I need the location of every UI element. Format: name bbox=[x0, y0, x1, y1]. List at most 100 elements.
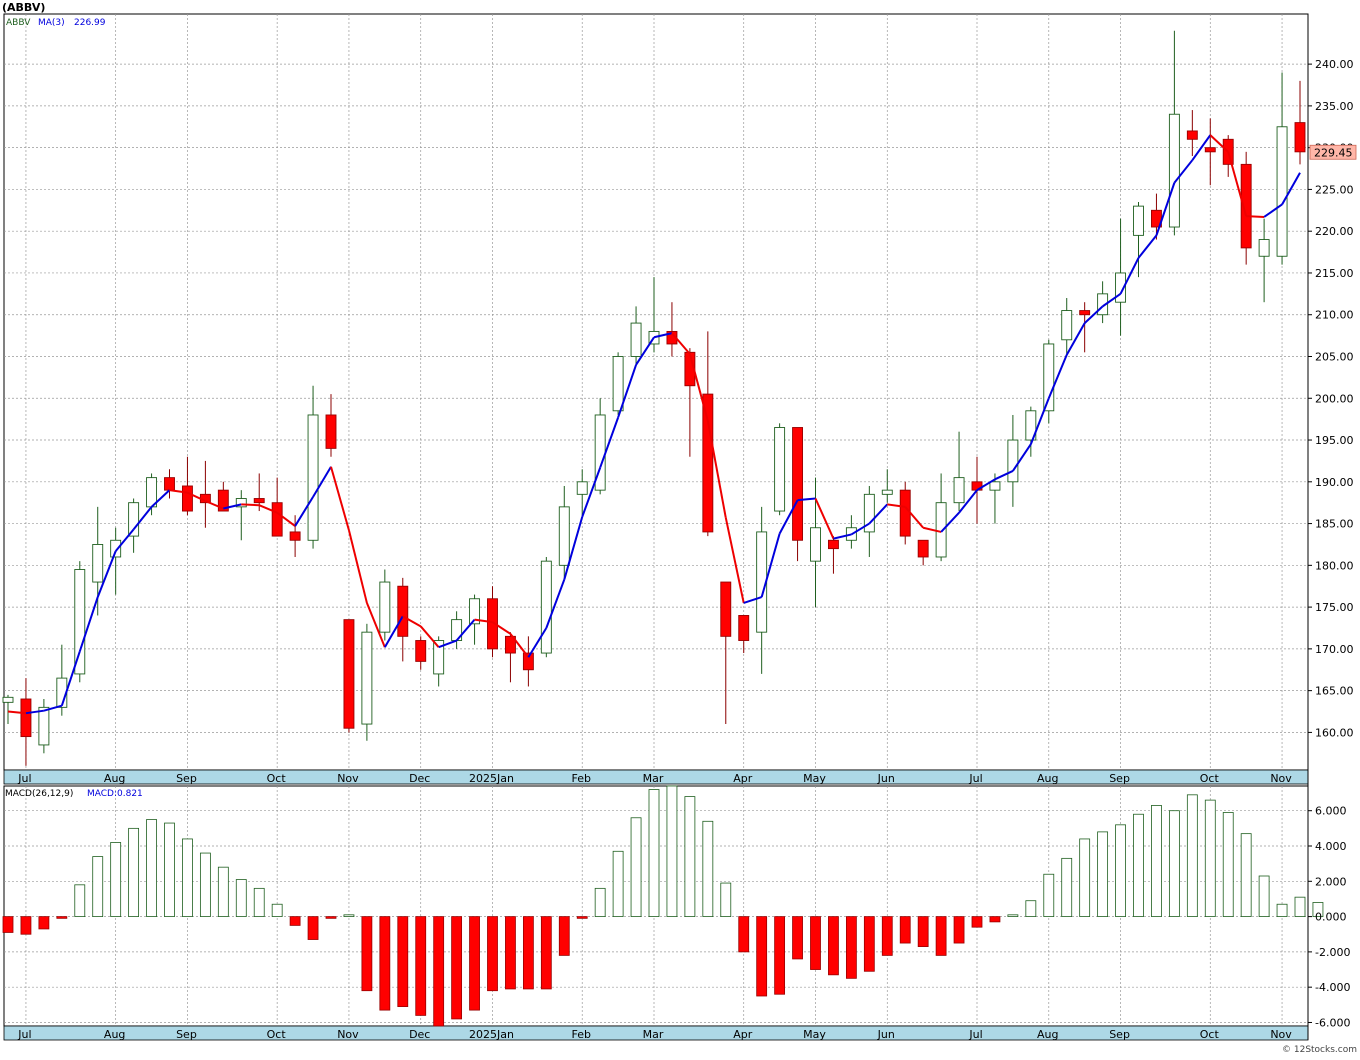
ma-segment bbox=[527, 627, 548, 658]
macd-bar bbox=[56, 916, 68, 919]
macd-bar bbox=[1204, 799, 1216, 917]
ma-segment bbox=[581, 467, 602, 518]
macd-bar bbox=[217, 866, 229, 917]
macd-bar bbox=[1115, 824, 1126, 917]
candle-body bbox=[1043, 343, 1055, 412]
ma-segment bbox=[419, 625, 440, 648]
legend-symbol: ABBV bbox=[6, 18, 31, 28]
ma-segment bbox=[1281, 172, 1301, 205]
macd-tick-label: -4.000 bbox=[1315, 981, 1350, 994]
ma-segment bbox=[132, 506, 153, 531]
ma-segment bbox=[312, 466, 332, 498]
ma-segment bbox=[778, 499, 799, 535]
price-tick-label: 240.00 bbox=[1315, 58, 1354, 71]
candle-body bbox=[325, 414, 337, 449]
x-tick-label: Jun bbox=[877, 772, 895, 785]
candle-body bbox=[235, 498, 247, 508]
x-tick-label: Jul bbox=[968, 772, 982, 785]
macd-bar bbox=[38, 916, 50, 930]
candle-body bbox=[881, 489, 893, 495]
ma-segment bbox=[114, 528, 135, 552]
watermark: © 12Stocks.com bbox=[1282, 1045, 1357, 1055]
macd-bar bbox=[666, 785, 678, 917]
x-tick-label: Feb bbox=[571, 1028, 590, 1041]
macd-tick-label: 2.000 bbox=[1315, 875, 1347, 888]
ma-segment bbox=[1191, 134, 1212, 161]
ma-segment bbox=[922, 526, 942, 533]
macd-bar bbox=[415, 916, 427, 1016]
candle-body bbox=[935, 502, 947, 558]
candle-body bbox=[92, 544, 104, 583]
candle-body bbox=[576, 481, 588, 495]
macd-tick-label: 0.000 bbox=[1315, 911, 1347, 924]
macd-bar bbox=[361, 916, 373, 992]
ma-segment bbox=[797, 497, 816, 502]
macd-bar bbox=[971, 916, 983, 928]
macd-bar bbox=[164, 822, 175, 917]
macd-bar bbox=[899, 916, 911, 944]
macd-bar bbox=[235, 879, 247, 917]
candle-body bbox=[1025, 410, 1037, 441]
macd-bar bbox=[469, 916, 480, 1011]
candle-body bbox=[1115, 272, 1127, 303]
candle-body bbox=[253, 498, 265, 504]
macd-bar bbox=[702, 820, 714, 917]
macd-bar bbox=[576, 916, 588, 919]
macd-bar bbox=[1133, 813, 1144, 917]
macd-bar bbox=[343, 914, 355, 917]
macd-bar bbox=[989, 916, 1001, 923]
candle-body bbox=[702, 393, 714, 533]
macd-bar bbox=[863, 916, 875, 972]
ma-segment bbox=[402, 615, 422, 628]
macd-bar bbox=[1097, 831, 1109, 917]
candle-body bbox=[1007, 439, 1019, 483]
ma-segment bbox=[724, 517, 745, 604]
x-tick-label: Jul bbox=[968, 1028, 982, 1041]
macd-bar bbox=[738, 916, 750, 953]
x-tick-label: Oct bbox=[1200, 772, 1220, 785]
ma-segment bbox=[653, 332, 673, 339]
candle-body bbox=[612, 356, 624, 412]
ma-segment bbox=[976, 478, 996, 492]
candle-body bbox=[361, 631, 373, 725]
candle-body bbox=[110, 539, 122, 558]
last-price-label: 229.45 bbox=[1314, 146, 1353, 159]
macd-bar bbox=[953, 916, 965, 944]
ma-segment bbox=[223, 503, 242, 510]
macd-tick-label: -6.000 bbox=[1315, 1016, 1350, 1029]
ma-segment bbox=[904, 506, 924, 529]
macd-bar bbox=[1007, 914, 1019, 917]
x-tick-label: Apr bbox=[733, 1028, 753, 1041]
ma-segment bbox=[187, 491, 206, 502]
x-tick-label: Nov bbox=[337, 772, 359, 785]
ma-segment bbox=[1047, 354, 1068, 399]
ma-segment bbox=[241, 503, 260, 507]
ma-segment bbox=[169, 489, 188, 494]
ma-segment bbox=[258, 504, 278, 514]
candle-body bbox=[558, 506, 570, 566]
macd-tick-label: -2.000 bbox=[1315, 946, 1350, 959]
ma-segment bbox=[1246, 215, 1265, 218]
macd-bar bbox=[522, 916, 534, 990]
x-tick-label: 2025Jan bbox=[469, 772, 514, 785]
price-tick-label: 195.00 bbox=[1315, 434, 1354, 447]
ma-segment bbox=[347, 530, 368, 604]
x-tick-label: Sep bbox=[1109, 1028, 1130, 1041]
ma-segment bbox=[43, 704, 63, 712]
macd-bar bbox=[325, 916, 337, 919]
macd-bar bbox=[1222, 812, 1234, 917]
candle-body bbox=[289, 531, 301, 541]
macd-bar bbox=[379, 916, 391, 1011]
x-tick-label: Jul bbox=[17, 1028, 31, 1041]
macd-value-label: MACD:0.821 bbox=[87, 789, 143, 799]
price-tick-label: 210.00 bbox=[1315, 309, 1354, 322]
ma-segment bbox=[60, 651, 81, 706]
x-tick-label: Oct bbox=[267, 772, 287, 785]
candle-body bbox=[953, 477, 965, 504]
ma-segment bbox=[25, 709, 45, 715]
macd-bar bbox=[487, 916, 498, 992]
macd-bar bbox=[271, 903, 283, 917]
macd-bar bbox=[1258, 875, 1270, 917]
x-tick-label: Aug bbox=[104, 772, 125, 785]
